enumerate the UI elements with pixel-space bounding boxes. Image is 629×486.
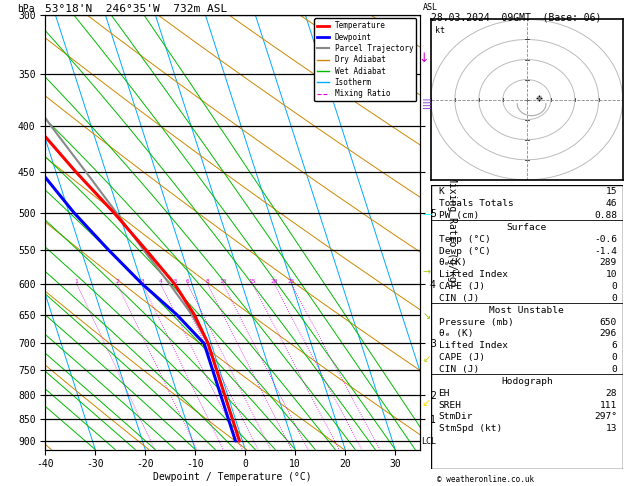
Text: Surface: Surface xyxy=(507,223,547,232)
Text: 0: 0 xyxy=(611,365,617,374)
Text: CAPE (J): CAPE (J) xyxy=(438,282,484,291)
Text: 6: 6 xyxy=(186,278,189,284)
Text: 6: 6 xyxy=(611,341,617,350)
Text: θₑ(K): θₑ(K) xyxy=(438,259,467,267)
Text: Dewp (°C): Dewp (°C) xyxy=(438,246,490,256)
Text: 15: 15 xyxy=(248,278,256,284)
Text: 20: 20 xyxy=(270,278,278,284)
Text: 8: 8 xyxy=(205,278,209,284)
Text: kt: kt xyxy=(435,26,445,35)
Text: 10: 10 xyxy=(219,278,226,284)
Text: —: — xyxy=(423,209,433,219)
Text: hPa: hPa xyxy=(17,4,35,14)
Text: 28: 28 xyxy=(606,389,617,398)
Text: 28.03.2024  09GMT  (Base: 06): 28.03.2024 09GMT (Base: 06) xyxy=(431,12,601,22)
Text: PW (cm): PW (cm) xyxy=(438,211,479,220)
Text: StmSpd (kt): StmSpd (kt) xyxy=(438,424,502,433)
Legend: Temperature, Dewpoint, Parcel Trajectory, Dry Adiabat, Wet Adiabat, Isotherm, Mi: Temperature, Dewpoint, Parcel Trajectory… xyxy=(314,18,416,101)
Text: 15: 15 xyxy=(606,187,617,196)
Text: 0: 0 xyxy=(611,282,617,291)
Text: -1.4: -1.4 xyxy=(594,246,617,256)
Text: 297°: 297° xyxy=(594,412,617,421)
Text: EH: EH xyxy=(438,389,450,398)
Text: 10: 10 xyxy=(606,270,617,279)
Text: Lifted Index: Lifted Index xyxy=(438,270,508,279)
Text: ↙: ↙ xyxy=(422,399,431,408)
Text: CIN (J): CIN (J) xyxy=(438,294,479,303)
Text: 0.88: 0.88 xyxy=(594,211,617,220)
Text: 46: 46 xyxy=(606,199,617,208)
Text: IIII: IIII xyxy=(423,96,433,108)
Text: 289: 289 xyxy=(599,259,617,267)
Text: ↙: ↙ xyxy=(423,355,430,364)
Text: 296: 296 xyxy=(599,330,617,338)
Text: LCL: LCL xyxy=(421,436,436,446)
Text: SREH: SREH xyxy=(438,400,462,410)
Text: Totals Totals: Totals Totals xyxy=(438,199,513,208)
Text: 3: 3 xyxy=(140,278,144,284)
Text: 111: 111 xyxy=(599,400,617,410)
X-axis label: Dewpoint / Temperature (°C): Dewpoint / Temperature (°C) xyxy=(153,472,312,482)
Text: ↘: ↘ xyxy=(423,311,430,321)
Text: 5: 5 xyxy=(174,278,177,284)
Text: © weatheronline.co.uk: © weatheronline.co.uk xyxy=(437,474,534,484)
Text: 4: 4 xyxy=(159,278,162,284)
Text: 0: 0 xyxy=(611,353,617,362)
Text: Most Unstable: Most Unstable xyxy=(489,306,564,315)
Text: CAPE (J): CAPE (J) xyxy=(438,353,484,362)
Text: CIN (J): CIN (J) xyxy=(438,365,479,374)
Text: Hodograph: Hodograph xyxy=(501,377,553,386)
Text: 0: 0 xyxy=(611,294,617,303)
Text: Pressure (mb): Pressure (mb) xyxy=(438,317,513,327)
Text: 2: 2 xyxy=(115,278,119,284)
Text: 53°18'N  246°35'W  732m ASL: 53°18'N 246°35'W 732m ASL xyxy=(45,4,228,14)
Text: -0.6: -0.6 xyxy=(594,235,617,243)
Text: 1: 1 xyxy=(75,278,79,284)
Text: →: → xyxy=(423,267,430,277)
Y-axis label: Mixing Ratio (g/kg): Mixing Ratio (g/kg) xyxy=(447,176,457,288)
Text: 25: 25 xyxy=(287,278,295,284)
Text: Lifted Index: Lifted Index xyxy=(438,341,508,350)
Text: km
ASL: km ASL xyxy=(423,0,438,12)
Text: θₑ (K): θₑ (K) xyxy=(438,330,473,338)
Text: StmDir: StmDir xyxy=(438,412,473,421)
Text: 650: 650 xyxy=(599,317,617,327)
Text: Temp (°C): Temp (°C) xyxy=(438,235,490,243)
Text: K: K xyxy=(438,187,444,196)
Text: 13: 13 xyxy=(606,424,617,433)
Text: ↓: ↓ xyxy=(418,52,428,65)
